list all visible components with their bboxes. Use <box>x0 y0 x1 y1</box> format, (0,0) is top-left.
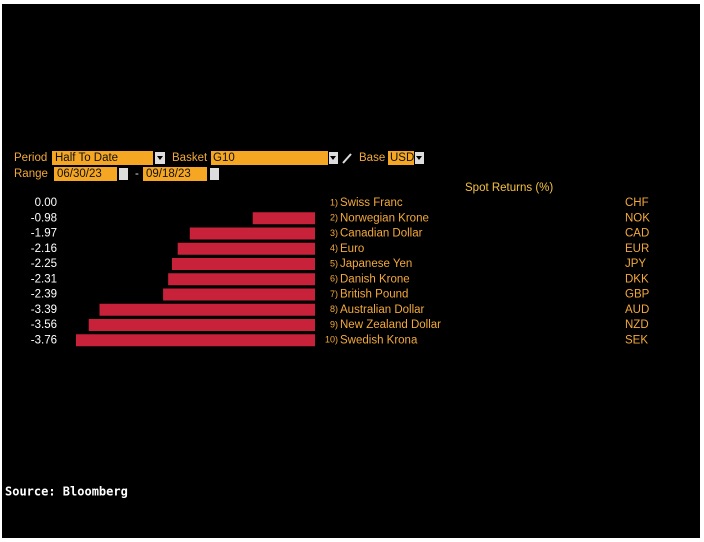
currency-code: CHF <box>625 197 649 209</box>
base-field[interactable] <box>388 151 414 165</box>
bar <box>88 319 315 331</box>
period-field[interactable] <box>52 151 153 165</box>
category-label: New Zealand Dollar <box>340 319 441 331</box>
currency-code: AUD <box>625 304 649 316</box>
currency-code: EUR <box>625 243 649 255</box>
category-label: Canadian Dollar <box>340 228 423 240</box>
base-label: Base <box>359 152 385 164</box>
arrow-icon <box>416 156 422 160</box>
rank: 2) <box>330 213 338 223</box>
period-label: Period <box>14 152 47 164</box>
arrow-icon <box>157 156 163 160</box>
chart-title: Spot Returns (%) <box>465 182 553 194</box>
value-label: -3.39 <box>31 304 57 316</box>
value-label: -2.39 <box>31 289 57 301</box>
basket-value[interactable]: G10 <box>213 152 235 164</box>
category-label: Australian Dollar <box>340 304 425 316</box>
basket-field[interactable] <box>211 151 328 165</box>
bar <box>168 273 315 286</box>
currency-code: DKK <box>625 273 649 285</box>
range-separator: - <box>135 168 139 180</box>
value-label: -2.25 <box>31 258 57 270</box>
bar <box>177 242 315 255</box>
bar <box>163 288 315 301</box>
value-label: -3.76 <box>31 334 57 346</box>
value-label: -0.98 <box>31 212 57 224</box>
category-label: Euro <box>340 243 364 255</box>
bar <box>99 303 315 316</box>
rank: 9) <box>330 319 338 329</box>
currency-code: NOK <box>625 212 650 224</box>
calendar-icon[interactable] <box>119 168 128 180</box>
value-label: -2.31 <box>31 273 57 285</box>
source: Source: Bloomberg <box>5 485 128 499</box>
end-value[interactable]: 09/18/23 <box>146 168 191 180</box>
edit-icon[interactable] <box>342 153 352 164</box>
rank: 1) <box>330 197 338 207</box>
currency-code: NZD <box>625 319 649 331</box>
start-field[interactable] <box>54 167 117 181</box>
rank: 3) <box>330 228 338 238</box>
rank: 8) <box>330 304 338 314</box>
arrow-icon <box>330 156 336 160</box>
currency-code: CAD <box>625 228 649 240</box>
chart: 0.00 1) Swiss Franc CHF -0.98 2) Norwegian Kro… <box>31 197 650 346</box>
category-label: Norwegian Krone <box>340 212 429 224</box>
bar <box>171 258 315 270</box>
value-label: -3.56 <box>31 319 57 331</box>
value-label: -2.16 <box>31 243 57 255</box>
rank: 10) <box>325 335 338 345</box>
calendar-icon[interactable] <box>210 168 219 180</box>
category-label: Swedish Krona <box>340 334 418 346</box>
bar <box>189 227 315 240</box>
rank: 4) <box>330 243 338 253</box>
range-label: Range <box>14 168 48 180</box>
bar <box>252 212 315 225</box>
base-value[interactable]: USD <box>390 152 414 164</box>
category-label: Japanese Yen <box>340 258 412 270</box>
end-field[interactable] <box>143 167 207 181</box>
period-value[interactable]: Half To Date <box>55 152 118 164</box>
basket-label: Basket <box>172 152 208 164</box>
category-label: Swiss Franc <box>340 197 403 209</box>
rank: 6) <box>330 274 338 284</box>
value-label: -1.97 <box>31 228 57 240</box>
rank: 7) <box>330 289 338 299</box>
currency-code: JPY <box>625 258 646 270</box>
category-label: British Pound <box>340 289 408 301</box>
start-value[interactable]: 06/30/23 <box>57 168 102 180</box>
background <box>2 4 700 538</box>
value-label: 0.00 <box>35 197 57 209</box>
currency-code: GBP <box>625 289 650 301</box>
bar <box>76 334 315 347</box>
rank: 5) <box>330 258 338 268</box>
category-label: Danish Krone <box>340 273 410 285</box>
currency-code: SEK <box>625 334 648 346</box>
